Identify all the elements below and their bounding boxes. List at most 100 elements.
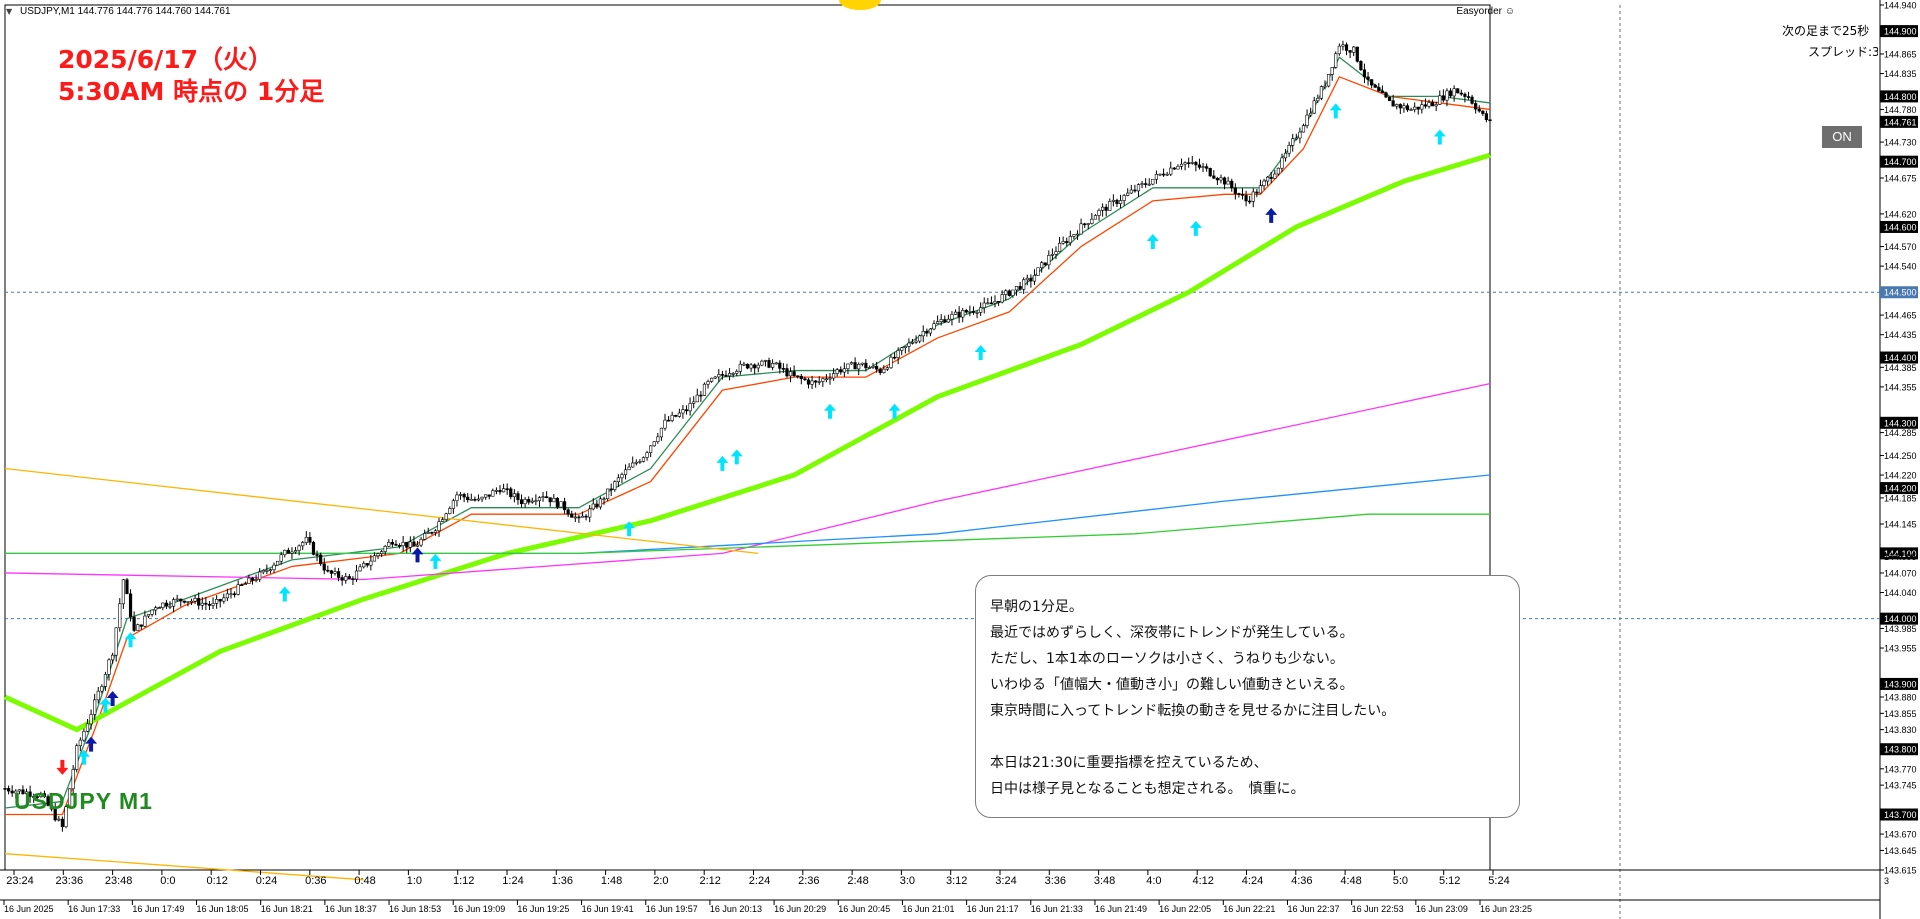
candle-body (1032, 275, 1037, 282)
date-tick-label: 16 Jun 22:05 (1159, 904, 1211, 914)
candle-body (1140, 183, 1144, 185)
candle-body (297, 545, 301, 551)
candle-body (93, 699, 97, 715)
candle-body (699, 394, 703, 397)
candle-body (785, 368, 789, 377)
x-tick-label: 2:36 (798, 875, 819, 887)
candle-body (1276, 167, 1280, 175)
candle-body (702, 383, 707, 396)
indicator-line-2 (3, 152, 1491, 733)
price-label-box (1880, 220, 1918, 233)
y-tick-label: 144.900 (1884, 27, 1917, 37)
candle-body (28, 791, 32, 797)
candle-body (1187, 162, 1191, 164)
candle-body (910, 342, 915, 344)
candle-body (111, 654, 115, 661)
y-tick-label: 143.830 (1884, 725, 1917, 735)
y-tick-label: 143.700 (1884, 810, 1917, 820)
candle-body (555, 497, 559, 508)
candle-body (559, 501, 563, 508)
candle-body (218, 599, 222, 602)
candle-body (311, 541, 316, 555)
on-button[interactable]: ON (1822, 126, 1862, 148)
candle-body (749, 364, 753, 369)
candle-body (792, 371, 796, 377)
candle-body (150, 609, 154, 615)
candle-body (1470, 96, 1474, 104)
candle-body (627, 466, 631, 471)
strong-buy-signal-arrow (106, 690, 119, 706)
candle-body (796, 375, 800, 378)
candle-body (354, 570, 359, 580)
candle-body (857, 363, 861, 370)
candle-body (638, 461, 642, 463)
strong-buy-signal-arrow (1265, 207, 1278, 223)
candle-body (1488, 119, 1492, 122)
candle-body (458, 494, 463, 496)
candle-body (1262, 180, 1266, 186)
candle-body (530, 500, 534, 503)
candle-body (390, 542, 394, 545)
candle-body (562, 501, 567, 511)
candle-body (1244, 195, 1248, 202)
candle-body (548, 497, 552, 503)
candle-body (588, 508, 592, 518)
buy-signal-arrow (716, 455, 729, 471)
candle-body (326, 569, 330, 572)
candle-body (613, 481, 617, 490)
y-tick-label: 144.100 (1884, 549, 1917, 559)
candle-body (767, 360, 771, 368)
candle-body (476, 498, 481, 501)
candle-body (921, 331, 925, 337)
candle-body (1448, 90, 1453, 97)
y-tick-label: 144.675 (1884, 174, 1917, 184)
candle-body (839, 369, 843, 373)
candle-body (1395, 104, 1399, 107)
candle-body (161, 602, 165, 608)
candle-body (1115, 199, 1119, 204)
sell-signal-arrow (56, 759, 69, 775)
candle-body (1413, 106, 1417, 110)
candle-body (1065, 241, 1069, 244)
x-tick-label: 0:0 (160, 875, 175, 887)
candle-body (1362, 69, 1367, 78)
chart-menu-icon[interactable]: ▼ (6, 7, 13, 16)
y-tick-label: 143.800 (1884, 745, 1917, 755)
candle-body (745, 363, 750, 369)
candle-body (1101, 206, 1105, 211)
candle-body (1004, 290, 1008, 295)
candle-body (778, 362, 782, 369)
candle-body (1054, 251, 1058, 255)
candle-body (1423, 104, 1428, 107)
candle-body (193, 598, 197, 602)
candle-body (1301, 125, 1306, 133)
candle-body (376, 553, 380, 557)
y-tick-label: 144.835 (1884, 69, 1917, 79)
candle-body (405, 541, 409, 548)
candle-body (928, 328, 933, 334)
candle-body (276, 560, 280, 566)
candle-body (1161, 173, 1166, 176)
date-tick-label: 16 Jun 19:57 (646, 904, 698, 914)
candle-body (64, 806, 68, 828)
candle-body (710, 377, 714, 382)
candle-body (128, 593, 133, 618)
candle-body (1298, 131, 1302, 139)
candle-body (609, 488, 613, 491)
candle-body (1391, 100, 1395, 107)
candle-body (1144, 183, 1148, 185)
candle-body (1387, 96, 1392, 102)
x-tick-label: 3:36 (1045, 875, 1066, 887)
candle-body (154, 607, 158, 611)
comment-line: 日中は様子見となることも想定される。 慎重に。 (990, 781, 1305, 797)
y-tick-label: 143.745 (1884, 781, 1917, 791)
candle-body (1280, 157, 1284, 169)
candle-body (742, 363, 746, 366)
candle-body (369, 560, 373, 566)
candle-body (1097, 210, 1101, 216)
candle-body (982, 302, 986, 308)
price-label-box (1880, 90, 1918, 103)
candle-body (380, 551, 384, 554)
candle-body (656, 436, 660, 442)
